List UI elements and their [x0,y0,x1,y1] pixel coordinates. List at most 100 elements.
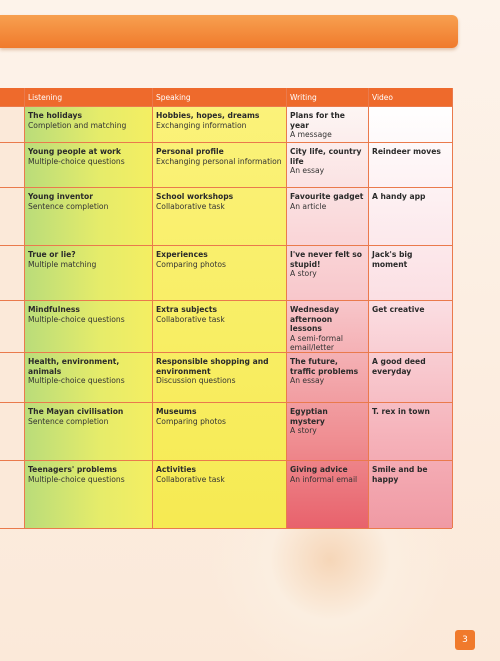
table-cell: City life, country life An essay [286,142,368,187]
table-cell: Health, environment, animals Multiple-cho… [24,352,152,402]
column-background [286,106,368,528]
cell-title: True or lie? [28,250,76,259]
column-header: Speaking [152,88,286,106]
row-line [0,106,452,107]
cell-subtitle: Multiple-choice questions [28,376,125,386]
table-cell: Museums Comparing photos [152,402,286,460]
cell-subtitle: Multiple matching [28,259,97,269]
cell-title: Favourite gadget [290,192,364,201]
row-line [0,300,452,301]
cell-title: T. rex in town [372,407,430,416]
table-cell: Extra subjects Collaborative task [152,300,286,352]
column-header: Writing [286,88,368,106]
cell-title: Experiences [156,250,208,259]
cell-title: Reindeer moves [372,147,441,156]
cell-subtitle: Collaborative task [156,201,225,211]
cell-title: Hobbies, hopes, dreams [156,111,260,120]
row-line [0,245,452,246]
row-line [0,187,452,188]
cell-title: Egyptian mystery [290,407,328,426]
cell-subtitle: Multiple-choice questions [28,474,125,484]
table-cell: Egyptian mystery A story [286,402,368,460]
cell-subtitle: Comparing photos [156,259,226,269]
cell-title: Plans for the year [290,111,345,130]
column-background [24,106,152,528]
stub-cell [0,106,24,528]
cell-subtitle: A story [290,426,317,436]
cell-title: A handy app [372,192,426,201]
cell-title: Health, environment, animals [28,357,120,376]
column-line [286,88,287,528]
column-line [24,88,25,528]
row-line [0,460,452,461]
cell-subtitle: Sentence completion [28,416,109,426]
cell-title: Responsible shopping and environment [156,357,269,376]
table-cell: Favourite gadget An article [286,187,368,245]
cell-subtitle: An essay [290,166,325,176]
column-background [368,106,452,528]
table-cell: A good deed everyday [368,352,452,402]
cell-title: Young inventor [28,192,94,201]
table-cell: School workshops Collaborative task [152,187,286,245]
cell-subtitle: Multiple-choice questions [28,156,125,166]
column-header: Video [368,88,452,106]
cell-title: Smile and be happy [372,465,428,484]
cell-title: Teenagers' problems [28,465,117,474]
table-cell: Smile and be happy [368,460,452,528]
header-bar [0,15,458,48]
cell-title: Extra subjects [156,305,217,314]
cell-subtitle: An article [290,201,327,211]
cell-title: City life, country life [290,147,362,166]
table-cell: T. rex in town [368,402,452,460]
table-cell: Jack's big moment [368,245,452,300]
table-cell: Responsible shopping and environment Disc… [152,352,286,402]
table-cell: A handy app [368,187,452,245]
page-number: 3 [455,630,475,650]
table-cell: The Mayan civilisation Sentence completio… [24,402,152,460]
table-cell: The future, traffic problems An essay [286,352,368,402]
header-stub [0,88,24,106]
column-background [152,106,286,528]
cell-subtitle: A message [290,130,332,140]
cell-title: The Mayan civilisation [28,407,124,416]
cell-title: Personal profile [156,147,224,156]
cell-title: Wednesday afternoon lessons [290,305,340,334]
cell-title: I've never felt so stupid! [290,250,363,269]
column-header: Listening [24,88,152,106]
cell-subtitle: Completion and matching [28,120,127,130]
cell-subtitle: A story [290,269,317,279]
cell-title: Activities [156,465,197,474]
row-line [0,142,452,143]
table-cell: Hobbies, hopes, dreams Exchanging informa… [152,106,286,142]
cell-title: Young people at work [28,147,121,156]
table-cell: Mindfulness Multiple-choice questions [24,300,152,352]
cell-title: Mindfulness [28,305,80,314]
cell-subtitle: Collaborative task [156,314,225,324]
cell-subtitle: An essay [290,376,325,386]
table-cell: Personal profile Exchanging personal info… [152,142,286,187]
column-line [368,88,369,528]
cell-subtitle: Sentence completion [28,201,109,211]
table-cell: Teenagers' problems Multiple-choice quest… [24,460,152,528]
table-cell: I've never felt so stupid! A story [286,245,368,300]
table-cell: Experiences Comparing photos [152,245,286,300]
cell-subtitle: Exchanging personal information [156,156,282,166]
table-cell: The holidays Completion and matching [24,106,152,142]
cell-subtitle: A semi-formal email/letter [290,333,343,353]
table-cell: Reindeer moves [368,142,452,187]
row-line [0,528,452,529]
table-cell: True or lie? Multiple matching [24,245,152,300]
table-cell: Young people at work Multiple-choice ques… [24,142,152,187]
cell-subtitle: Comparing photos [156,416,226,426]
cell-title: School workshops [156,192,234,201]
column-line [452,88,453,528]
cell-title: The future, traffic problems [290,357,359,376]
row-line [0,402,452,403]
column-line [152,88,153,528]
cell-title: Get creative [372,305,425,314]
cell-subtitle: An informal email [290,474,358,484]
cell-subtitle: Discussion questions [156,376,236,386]
row-line [0,352,452,353]
table-cell: Plans for the year A message [286,106,368,142]
